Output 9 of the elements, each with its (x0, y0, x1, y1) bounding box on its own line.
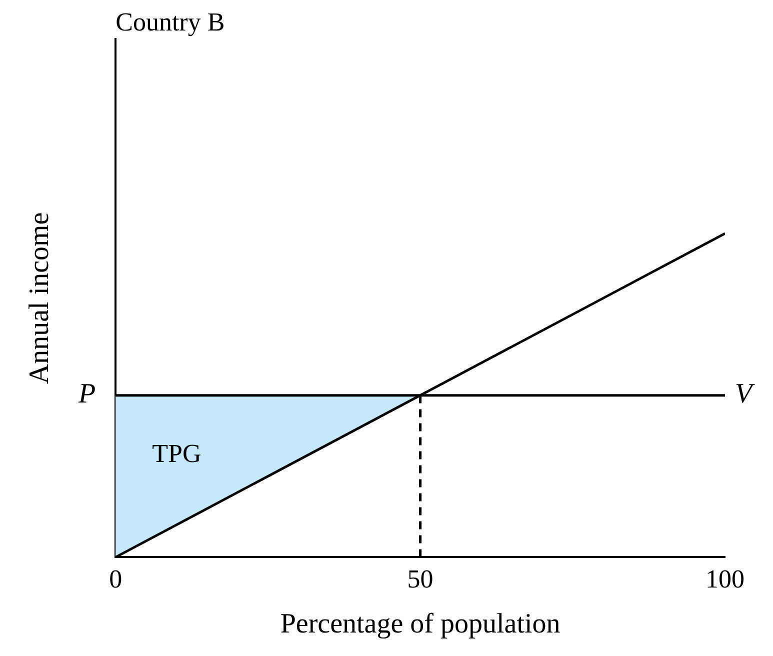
chart-title: Country B (116, 7, 225, 36)
series-label: V (735, 378, 755, 410)
annotation: P (77, 378, 96, 410)
x-tick-label: 0 (109, 564, 122, 594)
y-axis-title: Annual income (24, 212, 56, 384)
annotation: TPG (152, 439, 202, 468)
x-axis-title: Percentage of population (280, 608, 560, 640)
x-tick-label: 50 (407, 564, 434, 594)
x-tick-label: 100 (706, 564, 744, 594)
